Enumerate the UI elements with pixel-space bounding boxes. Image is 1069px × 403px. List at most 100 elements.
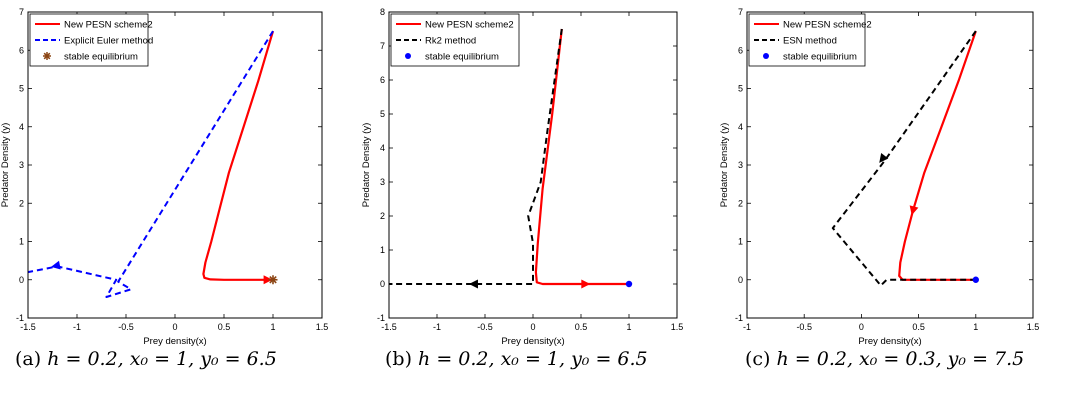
y-tick-label: 4 xyxy=(738,122,743,132)
x-tick-label: -0.5 xyxy=(477,322,493,332)
x-tick-label: 0.5 xyxy=(575,322,588,332)
y-tick-label: 3 xyxy=(19,160,24,170)
direction-arrow-1 xyxy=(468,279,478,289)
legend-label: Explicit Euler method xyxy=(64,36,153,47)
y-tick-label: 4 xyxy=(380,143,385,153)
y-tick-label: 0 xyxy=(19,275,24,285)
series-line-0 xyxy=(898,30,977,281)
x-tick-label: 0 xyxy=(859,322,864,332)
legend-label: New PESN scheme2 xyxy=(783,20,872,31)
x-tick-label: -1 xyxy=(433,322,441,332)
caption-a-math: h = 0.2, x₀ = 1, y₀ = 6.5 xyxy=(47,348,277,370)
y-tick-label: 1 xyxy=(380,245,385,255)
caption-c: (c) h = 0.2, x₀ = 0.3, y₀ = 7.5 xyxy=(745,348,1024,370)
x-tick-label: 0 xyxy=(530,322,535,332)
y-tick-label: 1 xyxy=(19,237,24,247)
x-tick-label: 0.5 xyxy=(912,322,925,332)
equilibrium-marker xyxy=(625,280,633,288)
series-line-1 xyxy=(389,28,563,285)
direction-arrow-0 xyxy=(909,205,919,216)
x-tick-label: 1.5 xyxy=(1027,322,1040,332)
y-tick-label: 8 xyxy=(380,7,385,17)
legend-swatch xyxy=(43,52,51,60)
y-axis-label: Predator Density (y) xyxy=(361,123,372,207)
equilibrium-marker xyxy=(972,276,979,283)
y-tick-label: 2 xyxy=(19,198,24,208)
legend: New PESN scheme2 Rk2 method stable equilib… xyxy=(390,13,520,67)
series-line-0 xyxy=(534,28,629,286)
caption-a-label: (a) xyxy=(15,348,42,370)
y-tick-label: 3 xyxy=(380,177,385,187)
caption-b: (b) h = 0.2, x₀ = 1, y₀ = 6.5 xyxy=(385,348,648,370)
y-tick-label: 5 xyxy=(380,109,385,119)
series-line-1 xyxy=(27,30,274,298)
x-axis-label: Prey density(x) xyxy=(143,336,206,347)
x-axis-label: Prey density(x) xyxy=(858,336,921,347)
legend-label: ESN method xyxy=(783,36,837,47)
y-tick-label: -1 xyxy=(735,313,743,323)
x-tick-label: -0.5 xyxy=(118,322,134,332)
y-tick-label: 5 xyxy=(19,84,24,94)
legend-label: stable equilibrium xyxy=(425,52,499,63)
y-axis-label: Predator Density (y) xyxy=(0,123,11,207)
x-tick-label: 0 xyxy=(172,322,177,332)
y-axis-label: Predator Density (y) xyxy=(719,123,730,207)
direction-arrow-0 xyxy=(263,275,273,285)
caption-c-math: h = 0.2, x₀ = 0.3, y₀ = 7.5 xyxy=(776,348,1025,370)
y-tick-label: 6 xyxy=(380,75,385,85)
legend-label: stable equilibrium xyxy=(783,52,857,63)
y-tick-label: 6 xyxy=(19,45,24,55)
direction-arrow-1 xyxy=(879,152,889,163)
y-tick-label: 5 xyxy=(738,84,743,94)
plot-area-frame xyxy=(746,11,1034,319)
chart-panel-c: -1 -0.5 0 0.5 1 1.5 -1 0 1 2 3 4 5 6 7 Prey density(x) P… xyxy=(719,7,1040,347)
y-tick-label: -1 xyxy=(377,313,385,323)
y-tick-label: 2 xyxy=(380,211,385,221)
y-tick-label: 0 xyxy=(738,275,743,285)
x-tick-label: -0.5 xyxy=(796,322,812,332)
equilibrium-marker xyxy=(268,275,278,285)
y-tick-label: 3 xyxy=(738,160,743,170)
x-tick-label: -1 xyxy=(743,322,751,332)
x-tick-label: 1 xyxy=(270,322,275,332)
legend-label: New PESN scheme2 xyxy=(425,20,514,31)
plot-area-frame xyxy=(27,11,323,319)
x-tick-label: -1.5 xyxy=(381,322,397,332)
legend-label: New PESN scheme2 xyxy=(64,20,153,31)
legend-box xyxy=(29,13,149,67)
caption-b-math: h = 0.2, x₀ = 1, y₀ = 6.5 xyxy=(418,348,648,370)
direction-arrow-0 xyxy=(581,279,591,289)
x-axis-label: Prey density(x) xyxy=(501,336,564,347)
direction-arrow-1 xyxy=(51,260,61,270)
y-tick-label: 7 xyxy=(19,7,24,17)
legend: New PESN scheme2 ESN method stable equilib… xyxy=(748,13,872,67)
y-tick-label: 7 xyxy=(380,41,385,51)
y-tick-label: -1 xyxy=(16,313,24,323)
x-tick-label: -1 xyxy=(73,322,81,332)
caption-c-label: (c) xyxy=(745,348,771,370)
plot-area-frame xyxy=(388,11,678,319)
legend-swatch xyxy=(763,53,769,59)
y-tick-label: 1 xyxy=(738,237,743,247)
x-tick-label: 0.5 xyxy=(218,322,231,332)
legend-label: stable equilibrium xyxy=(64,52,138,63)
x-tick-label: 1 xyxy=(626,322,631,332)
y-tick-label: 7 xyxy=(738,7,743,17)
caption-b-label: (b) xyxy=(385,348,412,370)
y-tick-label: 0 xyxy=(380,279,385,289)
x-tick-label: -1.5 xyxy=(20,322,36,332)
x-tick-label: 1.5 xyxy=(316,322,329,332)
legend: New PESN scheme2 Explicit Euler method sta… xyxy=(29,13,153,67)
x-tick-label: 1 xyxy=(973,322,978,332)
x-tick-label: 1.5 xyxy=(671,322,684,332)
y-tick-label: 6 xyxy=(738,45,743,55)
y-tick-label: 2 xyxy=(738,198,743,208)
series-line-0 xyxy=(202,30,275,281)
caption-a: (a) h = 0.2, x₀ = 1, y₀ = 6.5 xyxy=(15,348,277,370)
legend-swatch xyxy=(405,53,411,59)
y-tick-label: 4 xyxy=(19,122,24,132)
legend-label: Rk2 method xyxy=(425,36,476,47)
